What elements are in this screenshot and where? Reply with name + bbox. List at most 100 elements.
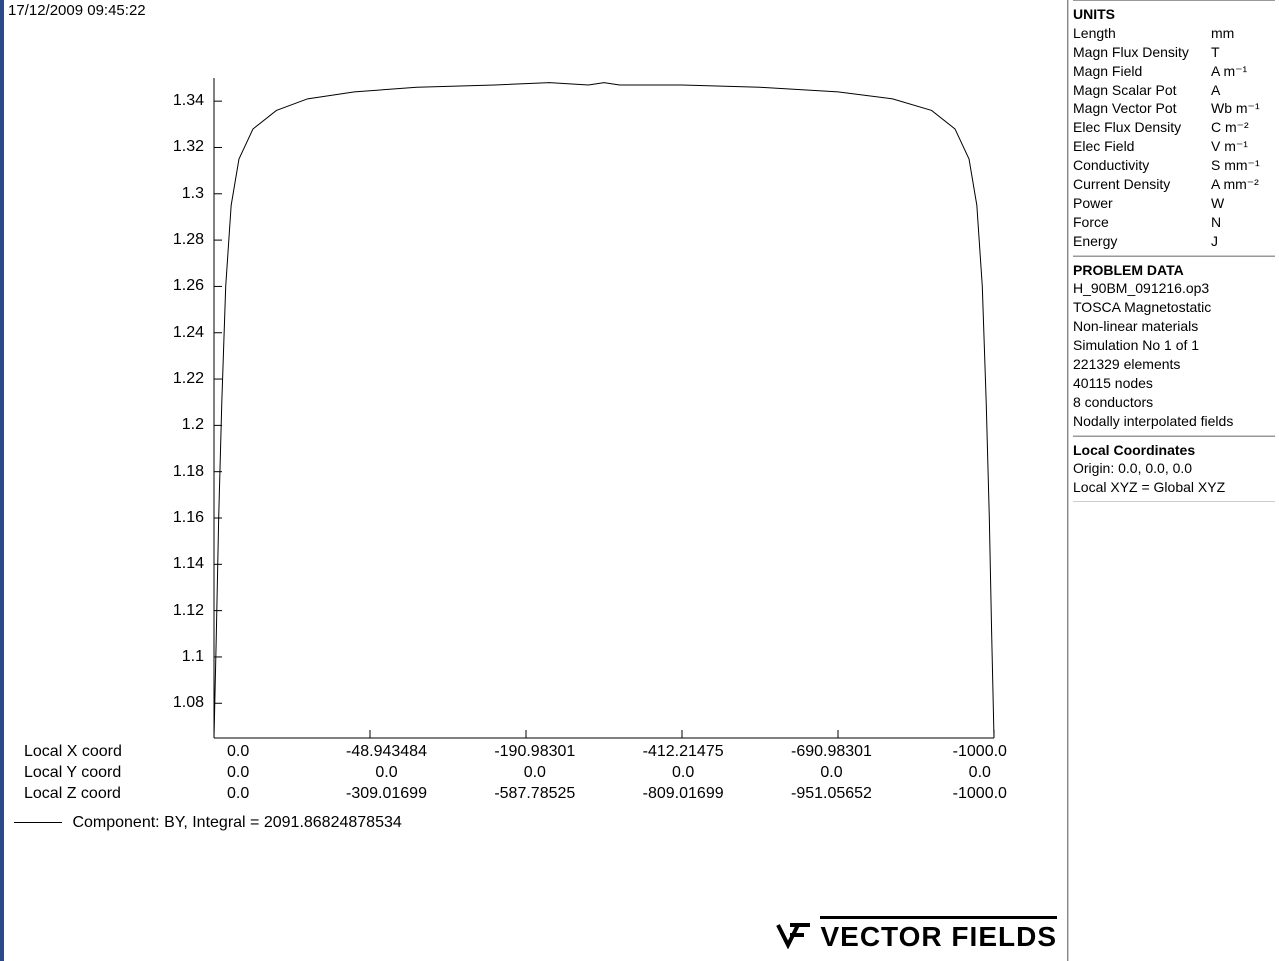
x-coord-row: Local X coord0.0-48.943484-190.98301-412… [24,742,1054,763]
y-tick-label: 1.12 [173,602,204,620]
x-coord-cell: -587.78525 [461,784,609,805]
unit-label: Magn Scalar Pot [1073,81,1211,100]
x-coord-row: Local Y coord0.00.00.00.00.00.0 [24,763,1054,784]
y-tick-label: 1.08 [173,694,204,712]
x-coord-cell: 0.0 [461,763,609,784]
problem-data-section: PROBLEM DATA H_90BM_091216.op3TOSCA Magn… [1073,256,1275,436]
x-coord-cell: -309.01699 [312,784,460,805]
unit-value: S mm⁻¹ [1211,156,1275,175]
units-row: Elec FieldV m⁻¹ [1073,137,1275,156]
unit-label: Magn Vector Pot [1073,99,1211,118]
unit-value: N [1211,213,1275,232]
local-coords-heading: Local Coordinates [1073,441,1275,460]
unit-value: V m⁻¹ [1211,137,1275,156]
x-coord-cell: -809.01699 [609,784,757,805]
units-row: PowerW [1073,194,1275,213]
component-integral-line: Component: BY, Integral = 2091.868248785… [14,814,402,832]
units-heading: UNITS [1073,5,1275,24]
info-sidebar: UNITS LengthmmMagn Flux DensityTMagn Fie… [1068,0,1279,961]
vf-logo-icon [776,921,812,949]
local-coords-line: Origin: 0.0, 0.0, 0.0 [1073,459,1275,478]
component-value: 2091.86824878534 [264,814,402,831]
problem-data-line: 8 conductors [1073,393,1275,412]
y-tick-label: 1.28 [173,231,204,249]
unit-label: Length [1073,24,1211,43]
units-section: UNITS LengthmmMagn Flux DensityTMagn Fie… [1073,0,1275,256]
unit-value: A m⁻¹ [1211,62,1275,81]
plot-panel: 17/12/2009 09:45:22 1.081.11.121.141.161… [4,0,1068,961]
x-coord-cell: -1000.0 [906,742,1054,763]
unit-label: Conductivity [1073,156,1211,175]
problem-data-line: TOSCA Magnetostatic [1073,298,1275,317]
unit-value: A mm⁻² [1211,175,1275,194]
y-tick-label: 1.26 [173,277,204,295]
x-coord-cell: -951.05652 [757,784,905,805]
y-tick-label: 1.32 [173,138,204,156]
app-viewport: 17/12/2009 09:45:22 1.081.11.121.141.161… [0,0,1279,961]
unit-label: Magn Field [1073,62,1211,81]
x-coord-cell: 0.0 [164,742,312,763]
units-row: ConductivityS mm⁻¹ [1073,156,1275,175]
x-coord-cell: -1000.0 [906,784,1054,805]
units-row: ForceN [1073,213,1275,232]
units-row: Current DensityA mm⁻² [1073,175,1275,194]
units-row: Magn Flux DensityT [1073,43,1275,62]
y-tick-label: 1.18 [173,463,204,481]
problem-data-line: H_90BM_091216.op3 [1073,279,1275,298]
x-coord-row-label: Local Z coord [24,784,164,805]
unit-label: Power [1073,194,1211,213]
x-coord-row: Local Z coord0.0-309.01699-587.78525-809… [24,784,1054,805]
unit-value: J [1211,232,1275,251]
x-coord-cell: -412.21475 [609,742,757,763]
units-row: Lengthmm [1073,24,1275,43]
plot-area: 1.08 1.1 1.12 1.14 1.16 1.18 1.2 1.22 1.24 1.26 1.… [14,60,1054,760]
units-row: Magn FieldA m⁻¹ [1073,62,1275,81]
x-coord-cell: -190.98301 [461,742,609,763]
y-tick-label: 1.22 [173,370,204,388]
component-prefix: Component: BY, Integral = [72,814,263,831]
x-axis-coord-table: Local X coord0.0-48.943484-190.98301-412… [24,742,1054,804]
x-coord-cell: 0.0 [164,784,312,805]
unit-label: Energy [1073,232,1211,251]
unit-value: T [1211,43,1275,62]
y-tick-label: 1.16 [173,509,204,527]
x-coord-cell: -48.943484 [312,742,460,763]
problem-data-line: Non-linear materials [1073,317,1275,336]
unit-label: Magn Flux Density [1073,43,1211,62]
unit-value: Wb m⁻¹ [1211,99,1275,118]
unit-value: W [1211,194,1275,213]
y-tick-label: 1.3 [182,185,204,203]
line-chart [14,60,1054,760]
x-coord-cell: 0.0 [164,763,312,784]
y-tick-label: 1.34 [173,92,204,110]
x-coord-cell: 0.0 [906,763,1054,784]
units-row: EnergyJ [1073,232,1275,251]
local-coords-line: Local XYZ = Global XYZ [1073,478,1275,497]
unit-value: A [1211,81,1275,100]
x-coord-row-label: Local Y coord [24,763,164,784]
units-row: Magn Scalar PotA [1073,81,1275,100]
timestamp-label: 17/12/2009 09:45:22 [8,2,146,19]
x-coord-cell: -690.98301 [757,742,905,763]
unit-label: Force [1073,213,1211,232]
vendor-logo-text: VECTOR FIELDS [820,916,1057,953]
units-row: Elec Flux DensityC m⁻² [1073,118,1275,137]
vendor-logo: VECTOR FIELDS [776,916,1057,953]
y-tick-label: 1.1 [182,648,204,666]
unit-label: Elec Field [1073,137,1211,156]
unit-label: Current Density [1073,175,1211,194]
problem-data-line: 221329 elements [1073,355,1275,374]
problem-data-line: Nodally interpolated fields [1073,412,1275,431]
unit-value: C m⁻² [1211,118,1275,137]
problem-heading: PROBLEM DATA [1073,261,1275,280]
unit-value: mm [1211,24,1275,43]
problem-data-line: 40115 nodes [1073,374,1275,393]
y-tick-label: 1.24 [173,324,204,342]
legend-line-sample [14,822,62,823]
x-coord-cell: 0.0 [609,763,757,784]
y-tick-label: 1.2 [182,416,204,434]
x-coord-cell: 0.0 [312,763,460,784]
y-tick-label: 1.14 [173,555,204,573]
local-coords-section: Local Coordinates Origin: 0.0, 0.0, 0.0L… [1073,436,1275,503]
x-coord-cell: 0.0 [757,763,905,784]
